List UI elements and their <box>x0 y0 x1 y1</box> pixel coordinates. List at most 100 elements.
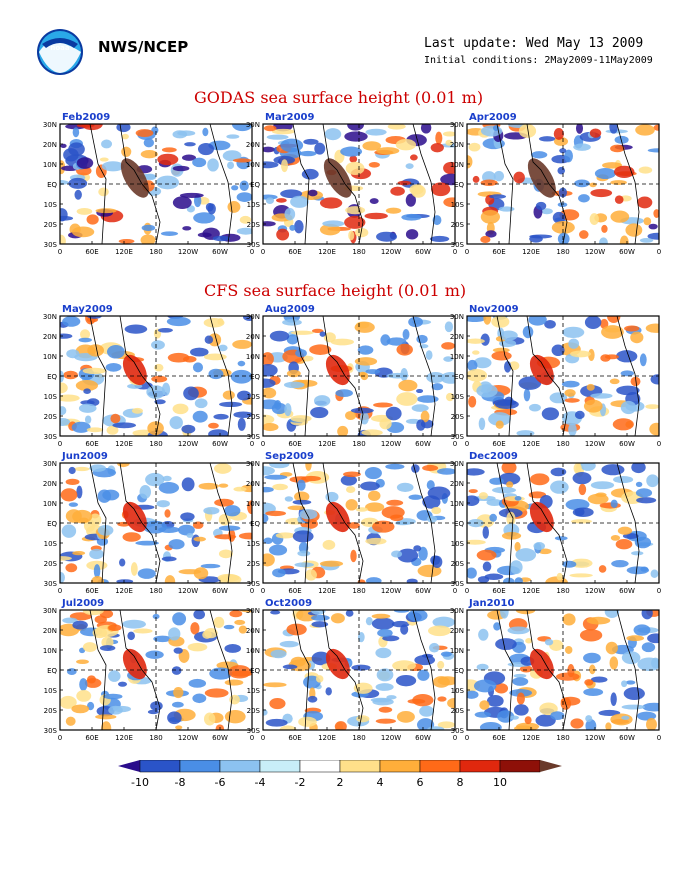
x-tick-label: 60W <box>619 734 635 742</box>
colorbar-label: 6 <box>417 776 424 789</box>
y-tick-label: 30N <box>43 460 57 468</box>
colorbar-label: -8 <box>175 776 186 789</box>
panel-label: Dec2009 <box>469 451 518 462</box>
x-tick-label: 0 <box>250 734 254 742</box>
colorbar-label: 8 <box>457 776 464 789</box>
y-tick-label: 30S <box>247 727 261 735</box>
y-tick-label: 20N <box>246 141 260 149</box>
y-tick-label: 20N <box>246 480 260 488</box>
y-tick-label: 20N <box>450 333 464 341</box>
y-tick-label: 10S <box>247 201 261 209</box>
y-tick-label: 30N <box>246 607 260 615</box>
x-tick-label: 180 <box>149 734 162 742</box>
x-tick-label: 60W <box>619 587 635 595</box>
last-update: Last update: Wed May 13 2009 <box>424 36 644 51</box>
y-tick-label: 20N <box>450 141 464 149</box>
x-tick-label: 60E <box>492 248 505 256</box>
y-tick-label: 10N <box>246 353 260 361</box>
y-tick-label: EQ <box>454 181 464 189</box>
y-tick-label: 30N <box>246 121 260 129</box>
x-tick-label: 0 <box>453 440 457 448</box>
panel-label: Jun2009 <box>61 451 108 462</box>
y-tick-label: 10S <box>451 201 465 209</box>
y-tick-label: 10S <box>44 201 58 209</box>
y-tick-label: 20S <box>247 707 261 715</box>
colorbar-segment <box>179 760 221 773</box>
x-tick-label: 0 <box>657 734 661 742</box>
x-tick-label: 120W <box>585 440 605 448</box>
x-tick-label: 120W <box>178 248 198 256</box>
colorbar-segment <box>419 760 461 773</box>
y-tick-label: 20N <box>43 627 57 635</box>
noaa-logo-icon: noaa <box>37 29 83 75</box>
y-tick-label: EQ <box>250 373 260 381</box>
x-tick-label: 0 <box>58 440 62 448</box>
x-tick-label: 180 <box>149 587 162 595</box>
y-tick-label: 10S <box>247 540 261 548</box>
y-tick-label: 30N <box>43 313 57 321</box>
x-tick-label: 180 <box>556 587 569 595</box>
x-tick-label: 60E <box>288 248 301 256</box>
x-tick-label: 60W <box>619 248 635 256</box>
panel-label: Mar2009 <box>265 112 315 123</box>
initial-conditions: Initial conditions: 2May2009-11May2009 <box>424 55 653 66</box>
svg-text:noaa: noaa <box>50 44 70 52</box>
y-tick-label: 20N <box>246 333 260 341</box>
y-tick-label: 30N <box>450 460 464 468</box>
y-tick-label: 10N <box>450 161 464 169</box>
x-tick-label: 120W <box>178 587 198 595</box>
y-tick-label: 30S <box>44 580 58 588</box>
org-name: NWS/NCEP <box>98 38 189 56</box>
x-tick-label: 120W <box>381 734 401 742</box>
y-tick-label: 20N <box>43 333 57 341</box>
y-tick-label: 10N <box>246 161 260 169</box>
x-tick-label: 0 <box>250 440 254 448</box>
colorbar-segment <box>219 760 261 773</box>
y-tick-label: 20N <box>450 627 464 635</box>
colorbar-right-arrow <box>540 760 562 772</box>
y-tick-label: 30S <box>44 727 58 735</box>
panel-label: Aug2009 <box>265 304 315 315</box>
x-tick-label: 120E <box>115 734 133 742</box>
y-tick-label: 10S <box>247 393 261 401</box>
y-tick-label: 10N <box>43 161 57 169</box>
y-tick-label: 20S <box>247 413 261 421</box>
panel-label: Feb2009 <box>62 112 110 123</box>
y-tick-label: 20S <box>44 221 58 229</box>
y-tick-label: 10S <box>451 687 465 695</box>
y-tick-label: 10S <box>44 540 58 548</box>
y-tick-label: 30S <box>247 580 261 588</box>
x-tick-label: 180 <box>352 734 365 742</box>
x-tick-label: 120W <box>381 248 401 256</box>
y-tick-label: 20N <box>450 480 464 488</box>
godas-title: GODAS sea surface height (0.01 m) <box>194 88 484 107</box>
x-tick-label: 60E <box>288 734 301 742</box>
x-tick-label: 120E <box>522 440 540 448</box>
x-tick-label: 0 <box>657 440 661 448</box>
panel-label: Nov2009 <box>469 304 519 315</box>
x-tick-label: 120W <box>585 734 605 742</box>
colorbar-label: -2 <box>295 776 306 789</box>
x-tick-label: 120E <box>115 440 133 448</box>
y-tick-label: EQ <box>454 520 464 528</box>
y-tick-label: 20S <box>451 221 465 229</box>
x-tick-label: 180 <box>149 440 162 448</box>
x-tick-label: 60E <box>85 734 98 742</box>
y-tick-label: 10S <box>451 393 465 401</box>
x-tick-label: 0 <box>58 734 62 742</box>
y-tick-label: 20S <box>44 413 58 421</box>
colorbar-segment <box>459 760 501 773</box>
y-tick-label: 10N <box>450 353 464 361</box>
y-tick-label: 30S <box>451 241 465 249</box>
x-tick-label: 60W <box>619 440 635 448</box>
y-tick-label: 10N <box>246 500 260 508</box>
y-tick-label: 10S <box>44 687 58 695</box>
x-tick-label: 120W <box>178 734 198 742</box>
x-tick-label: 0 <box>453 248 457 256</box>
colorbar-segment <box>139 760 181 773</box>
panel-label: Oct2009 <box>265 598 312 609</box>
